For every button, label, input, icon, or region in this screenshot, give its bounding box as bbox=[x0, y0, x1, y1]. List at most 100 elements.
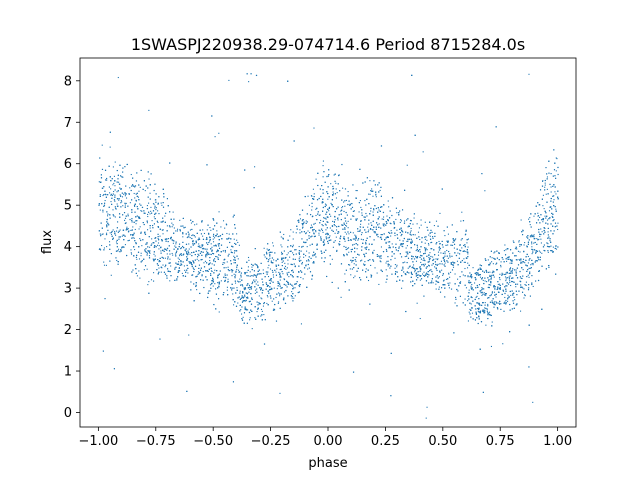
data-point bbox=[467, 275, 469, 277]
data-point bbox=[107, 229, 109, 231]
data-point bbox=[337, 287, 339, 289]
data-point bbox=[111, 178, 113, 180]
data-point bbox=[493, 291, 496, 293]
data-point bbox=[135, 193, 137, 195]
data-point bbox=[375, 193, 377, 195]
data-point bbox=[119, 194, 121, 196]
data-point bbox=[110, 201, 112, 203]
data-point bbox=[325, 229, 327, 231]
data-point bbox=[297, 291, 299, 294]
data-point bbox=[342, 206, 344, 208]
data-point bbox=[319, 222, 321, 224]
data-point bbox=[371, 188, 373, 190]
data-point bbox=[322, 165, 324, 167]
data-point bbox=[155, 209, 157, 211]
data-point bbox=[286, 280, 288, 282]
data-point bbox=[502, 343, 504, 345]
data-point bbox=[477, 310, 479, 312]
data-point bbox=[352, 210, 354, 212]
data-point bbox=[548, 210, 551, 212]
data-point bbox=[132, 269, 134, 271]
data-point bbox=[426, 249, 428, 251]
data-point bbox=[242, 285, 244, 287]
data-point bbox=[329, 255, 331, 257]
data-point bbox=[214, 283, 216, 285]
data-point bbox=[110, 188, 112, 190]
data-point bbox=[347, 195, 349, 197]
data-point bbox=[291, 263, 293, 266]
data-point bbox=[169, 226, 171, 228]
data-point bbox=[346, 214, 348, 216]
data-point bbox=[341, 224, 343, 226]
data-point bbox=[433, 258, 435, 260]
data-point bbox=[435, 288, 437, 290]
data-point bbox=[541, 231, 543, 233]
data-point bbox=[114, 216, 116, 218]
data-point bbox=[500, 303, 502, 305]
data-point bbox=[257, 281, 259, 283]
data-point bbox=[344, 188, 347, 190]
data-point bbox=[364, 261, 366, 263]
data-point bbox=[193, 270, 195, 273]
data-point bbox=[508, 296, 510, 298]
data-point bbox=[467, 238, 470, 240]
data-point bbox=[227, 266, 229, 268]
data-point bbox=[401, 230, 403, 232]
data-point bbox=[113, 368, 115, 370]
data-point bbox=[243, 287, 245, 289]
data-point bbox=[332, 220, 334, 222]
data-point bbox=[468, 289, 470, 291]
data-point bbox=[199, 252, 201, 254]
data-point bbox=[291, 291, 293, 293]
data-point bbox=[383, 225, 385, 227]
data-point bbox=[306, 221, 309, 223]
data-point bbox=[385, 248, 388, 251]
data-point bbox=[175, 243, 177, 245]
data-point bbox=[146, 208, 148, 210]
data-point bbox=[251, 275, 253, 277]
data-point bbox=[267, 243, 269, 245]
data-point bbox=[534, 241, 536, 244]
data-point bbox=[416, 302, 418, 304]
data-point bbox=[296, 276, 298, 278]
data-point bbox=[436, 259, 438, 261]
data-point bbox=[146, 268, 148, 270]
data-point bbox=[546, 176, 548, 178]
data-point bbox=[299, 286, 301, 288]
data-point bbox=[394, 273, 396, 275]
data-point bbox=[313, 251, 315, 253]
data-point bbox=[535, 250, 537, 252]
data-point bbox=[485, 307, 487, 310]
data-point bbox=[127, 205, 129, 207]
data-point bbox=[272, 242, 274, 244]
data-point bbox=[239, 278, 241, 280]
data-point bbox=[126, 228, 128, 231]
data-point bbox=[250, 286, 253, 288]
data-point bbox=[144, 265, 147, 267]
data-point bbox=[539, 235, 541, 238]
data-point bbox=[387, 200, 389, 202]
data-point bbox=[533, 215, 535, 217]
data-point bbox=[345, 225, 348, 227]
data-point bbox=[246, 271, 248, 273]
data-point bbox=[267, 284, 269, 286]
data-point bbox=[495, 263, 497, 265]
data-point bbox=[517, 283, 519, 285]
data-point bbox=[356, 190, 358, 192]
data-point bbox=[535, 280, 537, 282]
data-point bbox=[436, 269, 438, 272]
data-point bbox=[266, 294, 268, 297]
data-point bbox=[326, 227, 328, 229]
data-point bbox=[415, 249, 417, 252]
data-point bbox=[327, 237, 329, 239]
data-point bbox=[464, 267, 466, 270]
data-point bbox=[280, 276, 282, 278]
data-point bbox=[109, 217, 111, 219]
data-point bbox=[379, 237, 381, 239]
data-point bbox=[267, 271, 269, 273]
data-point bbox=[500, 261, 502, 263]
data-point bbox=[546, 188, 548, 190]
data-point bbox=[524, 242, 526, 244]
data-point bbox=[162, 220, 164, 222]
data-point bbox=[445, 278, 448, 280]
